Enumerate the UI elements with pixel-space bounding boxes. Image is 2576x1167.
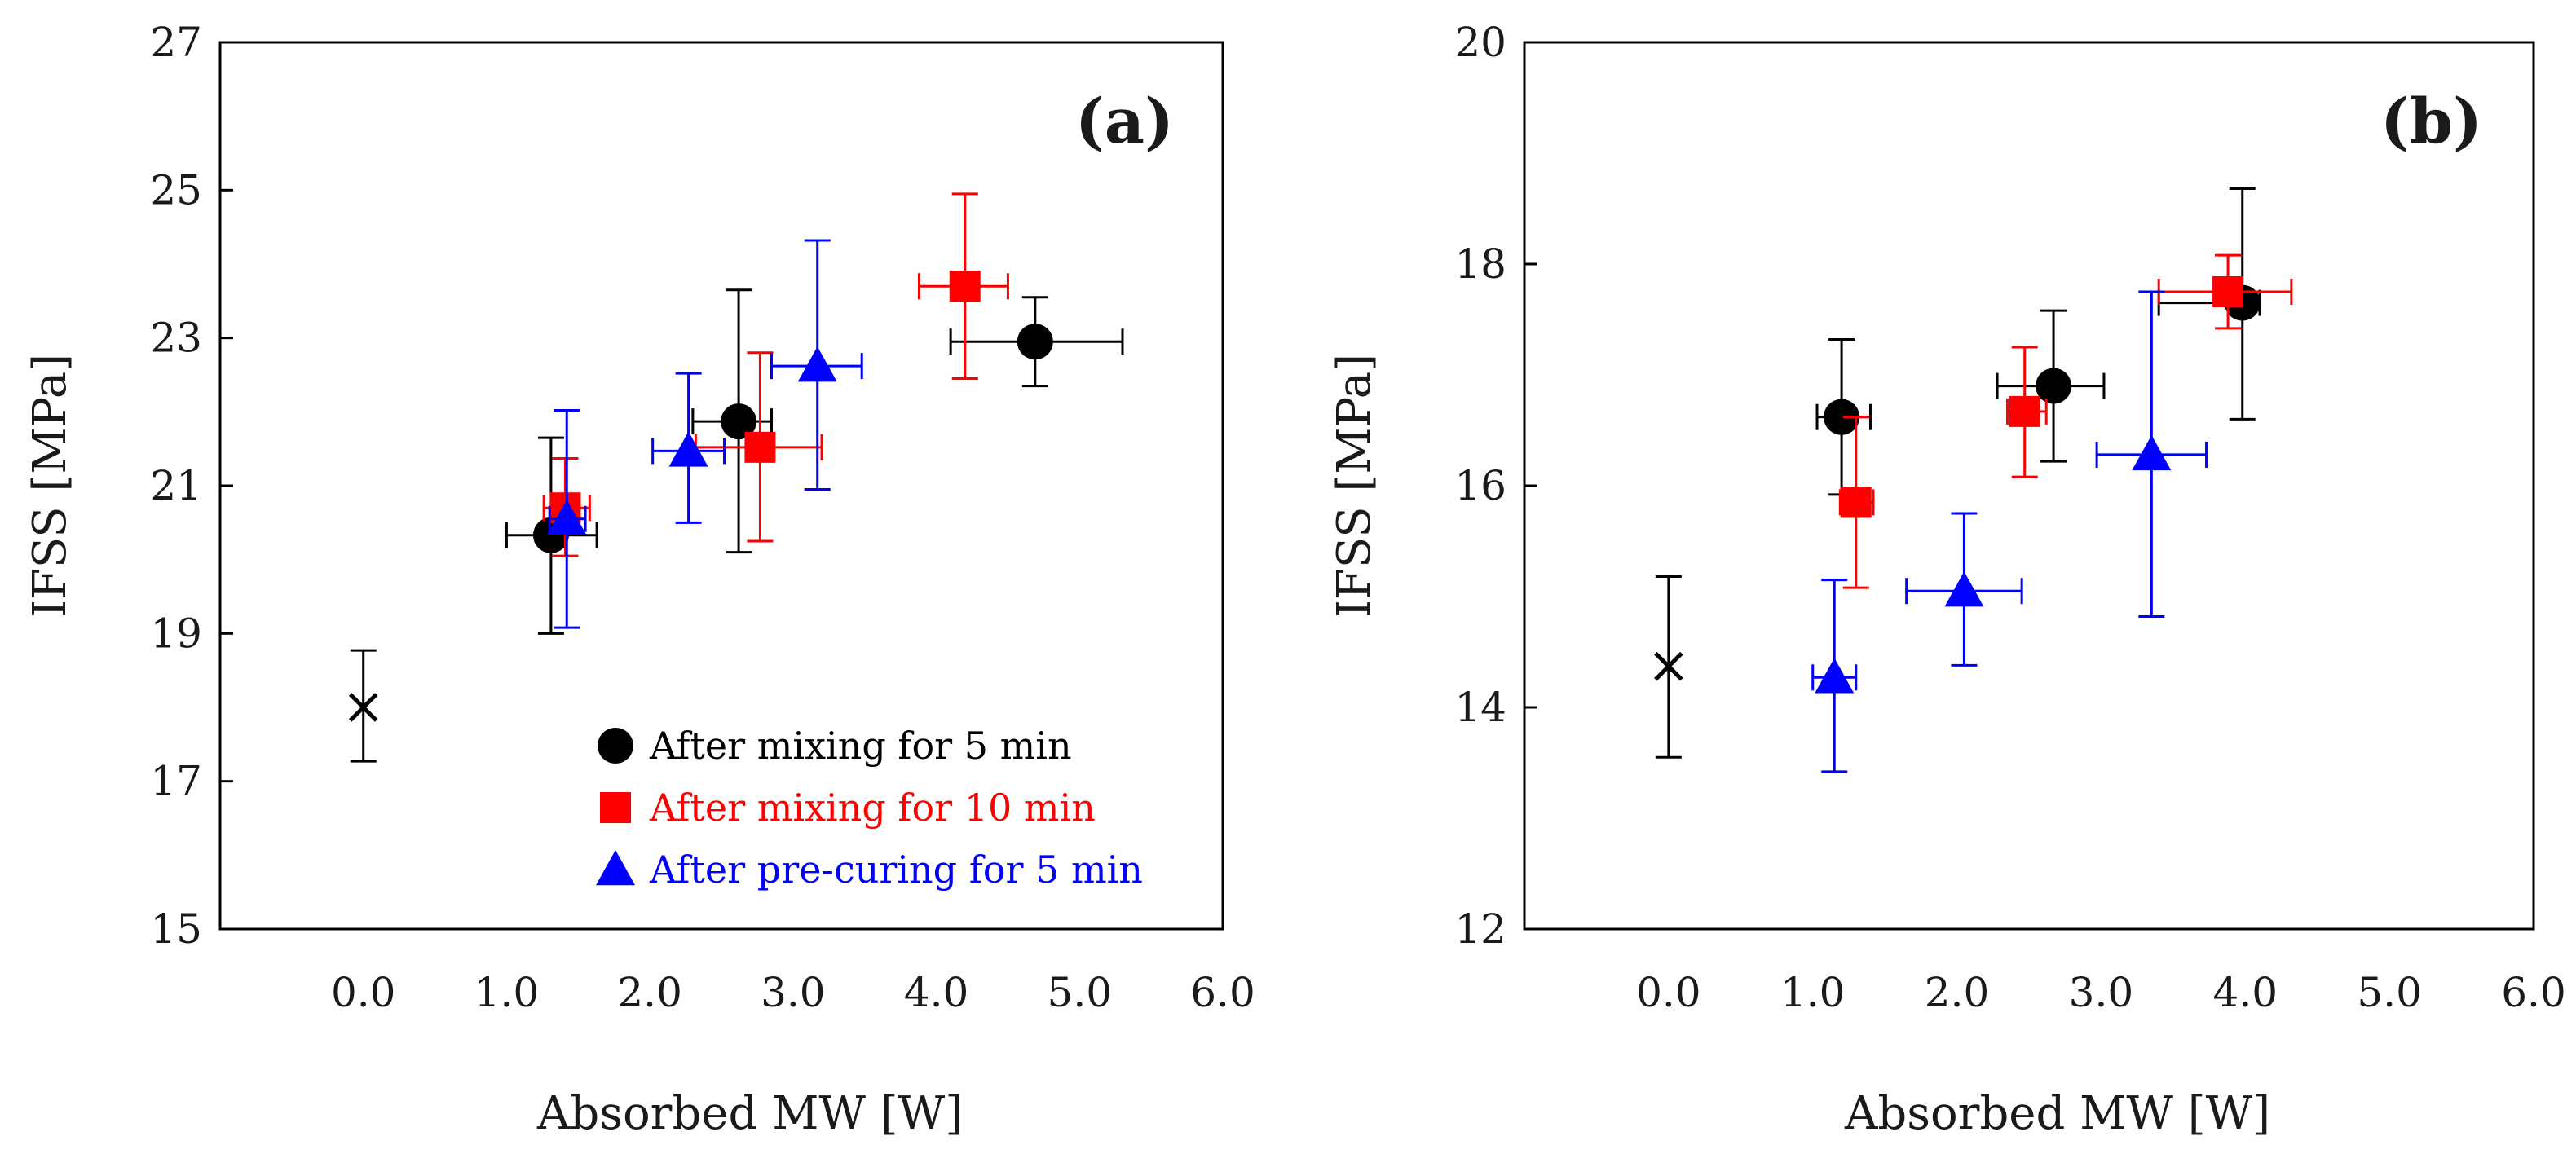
panel-b-x-tick-label: 4.0: [2213, 969, 2278, 1016]
panel-a-series3-point-1: [547, 499, 587, 535]
panel-a-x-tick-label: 3.0: [761, 969, 826, 1016]
panel-a-x-tick-label: 5.0: [1048, 969, 1113, 1016]
panel-a-control-point-stroke: [348, 693, 378, 722]
panel-b-series3-point-3: [2132, 434, 2172, 471]
panel-a-series1-point-2: [721, 403, 757, 440]
panel-a-legend-label-2: After mixing for 10 min: [649, 786, 1096, 830]
panel-a-y-tick-label: 19: [150, 610, 202, 657]
panel-a-y-tick-label: 23: [150, 315, 202, 362]
panel-b-y-axis-title: IFSS [MPa]: [1328, 354, 1381, 618]
panel-b-control-point-stroke: [1654, 651, 1683, 681]
panel-b-x-axis-title: Absorbed MW [W]: [1844, 1087, 2270, 1140]
panel-a-y-tick-label: 27: [150, 19, 202, 66]
panel-b-x-tick-label: 0.0: [1636, 969, 1701, 1016]
panel-a-x-tick-label: 2.0: [617, 969, 682, 1016]
panel-b-series3-point-1: [1815, 658, 1855, 694]
panel-b-series2-point-3: [2212, 276, 2244, 307]
panel-a-x-tick-label: 0.0: [331, 969, 396, 1016]
panel-b-x-tick-label: 5.0: [2357, 969, 2422, 1016]
panel-a-y-tick-label: 21: [150, 462, 202, 509]
panel-a-series3-point-2: [668, 431, 708, 467]
panel-a-legend-label-3: After pre-curing for 5 min: [649, 848, 1143, 892]
panel-b-y-tick-label: 14: [1454, 684, 1506, 731]
panel-a-series2-point-2: [744, 431, 776, 463]
panel-b: 12 14 16 18 20 0.0 1.0 2.0 3.0 4.0 5.0 6.0 Absorbed …: [1328, 19, 2566, 1140]
panel-a-legend-marker-3: [596, 850, 635, 886]
panel-b-series2-point-1: [1840, 487, 1872, 518]
panel-a-series1-point-3: [1017, 324, 1053, 360]
panel-b-series1-point-2: [2036, 368, 2072, 404]
panel-b-plot-frame: [1523, 41, 2535, 931]
panel-b-y-tick-label: 18: [1454, 240, 1506, 288]
panel-a-y-axis-title: IFSS [MPa]: [24, 354, 77, 618]
panel-b-control-point: [1654, 651, 1683, 681]
panel-a-y-tick-label: 15: [150, 905, 202, 953]
panel-b-x-tick-label: 6.0: [2501, 969, 2566, 1016]
panel-b-y-tick-label: 16: [1454, 462, 1506, 509]
panel-b-series1-point-1: [1824, 399, 1860, 435]
panel-a-x-tick-label: 1.0: [474, 969, 540, 1016]
panel-a-x-tick-label: 4.0: [904, 969, 969, 1016]
panel-a-series3-point-3: [797, 346, 837, 382]
panel-b-label: (b): [2380, 85, 2482, 157]
panel-a-y-tick-label: 17: [150, 758, 202, 805]
panel-a-series2-point-3: [949, 271, 981, 302]
panel-b-y-tick-label: 12: [1454, 905, 1506, 953]
panel-a-y-tick-label: 25: [150, 166, 202, 214]
panel-b-series3-point-2: [1944, 571, 1984, 607]
panel-b-x-tick-label: 1.0: [1780, 969, 1846, 1016]
panel-a-x-tick-label: 6.0: [1190, 969, 1255, 1016]
panel-a-legend-marker-2: [600, 792, 631, 823]
panel-a-x-axis-title: Absorbed MW [W]: [536, 1087, 963, 1140]
panel-b-x-tick-label: 3.0: [2069, 969, 2134, 1016]
panel-a-control-point: [348, 693, 378, 722]
panel-b-y-tick-label: 20: [1454, 19, 1506, 66]
panel-a: 15 17 19 21 23 25 27 0.0 1.0 2.0 3.0 4.0 5.0 6.0 Absor…: [24, 19, 1255, 1140]
panel-a-legend-label-1: After mixing for 5 min: [649, 724, 1072, 768]
panel-b-x-tick-label: 2.0: [1925, 969, 1990, 1016]
panel-a-label: (a): [1075, 85, 1174, 157]
panel-b-series2-point-2: [2009, 395, 2040, 427]
panel-a-legend-marker-1: [598, 728, 633, 764]
